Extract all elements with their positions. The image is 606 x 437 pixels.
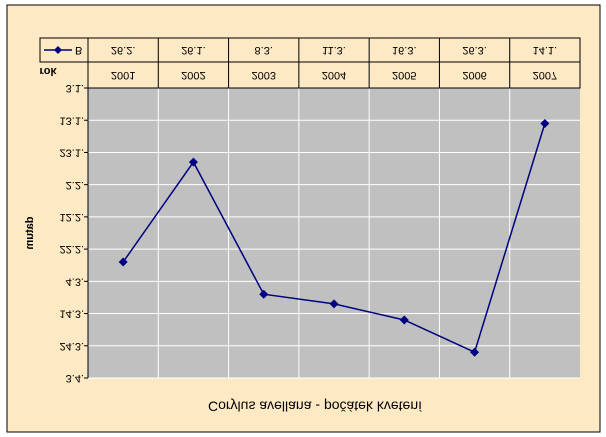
data-point: [540, 118, 550, 128]
y-tick-label: 23.1.: [60, 147, 84, 159]
x-category-label: 2003: [251, 69, 275, 81]
x-category-label: 2004: [322, 69, 346, 81]
table-row-label: rok: [39, 65, 57, 77]
x-category-label: 2001: [111, 69, 135, 81]
x-category-label: 2005: [392, 69, 416, 81]
y-tick-label: 24.3.: [60, 340, 84, 352]
data-point: [118, 257, 128, 267]
data-point: [399, 315, 409, 325]
data-point: [470, 347, 480, 357]
plot-area: [88, 88, 580, 378]
y-axis-label: datum: [24, 217, 36, 250]
data-point: [188, 157, 198, 167]
y-tick-label: 13.1.: [60, 114, 84, 126]
table-value: 16.3.: [392, 44, 416, 56]
y-tick-label: 2.2.: [66, 179, 84, 191]
y-tick-label: 12.2.: [60, 211, 84, 223]
y-tick-label: 3.1.: [66, 82, 84, 94]
y-tick-label: 22.2.: [60, 243, 84, 255]
legend-label: B: [75, 44, 82, 56]
x-category-label: 2006: [462, 69, 486, 81]
table-value: 14.1.: [533, 44, 557, 56]
x-category-label: 2002: [181, 69, 205, 81]
table-value: 26.2.: [111, 44, 135, 56]
table-value: 11.3.: [322, 44, 346, 56]
table-value: 26.1.: [181, 44, 205, 56]
table-value: 26.3.: [462, 44, 486, 56]
data-table: [87, 37, 581, 89]
chart-title: Corylus avellana - počátek kvetení: [208, 398, 422, 414]
x-category-label: 2007: [533, 69, 557, 81]
data-point: [259, 289, 269, 299]
y-tick-label: 3.4.: [66, 372, 84, 384]
table-value: 8.3.: [255, 44, 273, 56]
legend-marker: [54, 46, 62, 54]
y-tick-label: 14.3.: [60, 308, 84, 320]
legend-cell: [39, 37, 89, 63]
data-point: [329, 299, 339, 309]
y-tick-label: 4.3.: [66, 275, 84, 287]
